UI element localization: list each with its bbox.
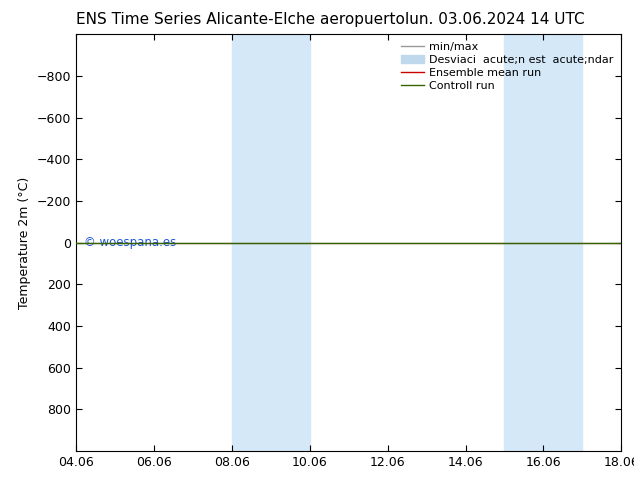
Y-axis label: Temperature 2m (°C): Temperature 2m (°C) xyxy=(18,176,31,309)
Text: lun. 03.06.2024 14 UTC: lun. 03.06.2024 14 UTC xyxy=(404,12,585,27)
Legend: min/max, Desviaci  acute;n est  acute;ndar, Ensemble mean run, Controll run: min/max, Desviaci acute;n est acute;ndar… xyxy=(399,40,616,93)
Text: © woespana.es: © woespana.es xyxy=(84,236,176,249)
Text: ENS Time Series Alicante-Elche aeropuerto: ENS Time Series Alicante-Elche aeropuert… xyxy=(77,12,405,27)
Bar xyxy=(232,34,310,451)
Bar xyxy=(505,34,583,451)
